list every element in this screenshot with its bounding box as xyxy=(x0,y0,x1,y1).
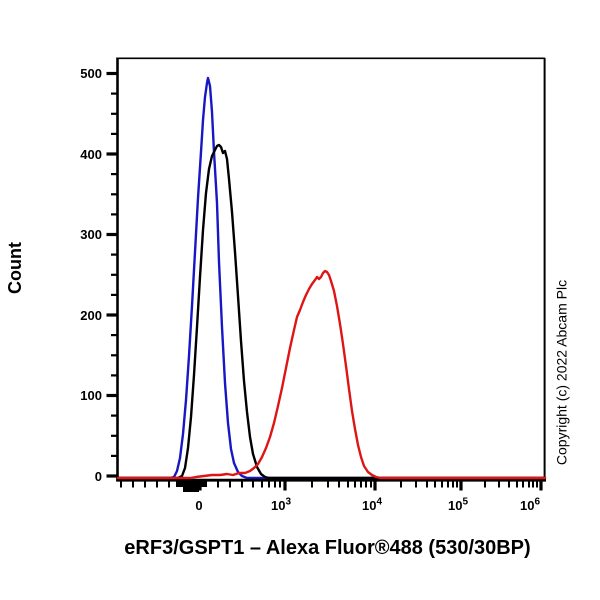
y-tick-label: 400 xyxy=(80,146,102,162)
x-tick-label: 103 xyxy=(270,496,292,513)
y-axis-title: Count xyxy=(5,242,25,294)
x-tick-label: 0 xyxy=(195,498,203,513)
y-tick-label: 0 xyxy=(94,468,102,484)
copyright-text: Copyright (c) 2022 Abcam Plc xyxy=(553,279,570,466)
x-axis-title: eRF3/GSPT1 – Alexa Fluor®488 (530/30BP) xyxy=(124,537,531,559)
y-tick-label: 300 xyxy=(80,227,102,242)
y-tick-label: 500 xyxy=(80,66,102,81)
blue-control-histogram xyxy=(116,76,547,480)
black-baseline-blob xyxy=(176,481,207,492)
x-tick-label: 106 xyxy=(519,496,541,513)
x-tick-label: 104 xyxy=(361,496,383,513)
y-tick-label: 200 xyxy=(80,307,102,323)
red-stained-histogram xyxy=(116,269,547,480)
black-control-histogram xyxy=(116,143,547,480)
y-tick-label: 100 xyxy=(80,388,102,403)
x-tick-label: 105 xyxy=(447,496,469,513)
